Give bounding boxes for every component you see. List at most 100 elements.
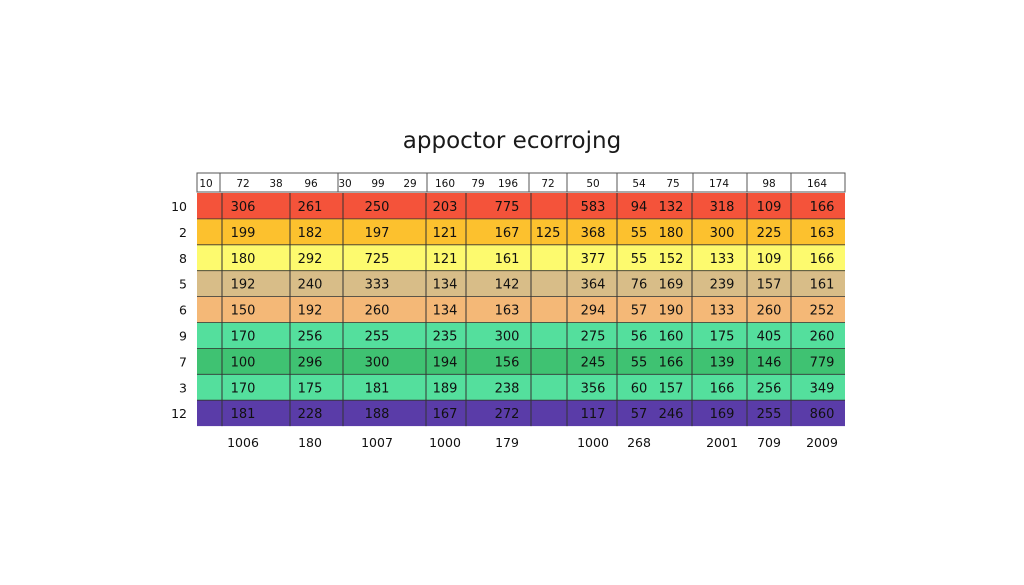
cell-value: 55 bbox=[631, 252, 648, 267]
cell-value: 197 bbox=[365, 226, 390, 241]
cell-value: 150 bbox=[231, 304, 256, 319]
cell-value: 405 bbox=[757, 329, 782, 344]
cell-value: 100 bbox=[231, 355, 256, 370]
footer-label: 709 bbox=[757, 435, 781, 450]
header-label: 196 bbox=[498, 178, 518, 190]
cell-value: 261 bbox=[298, 200, 323, 215]
cell-value: 57 bbox=[631, 407, 648, 422]
cell-value: 256 bbox=[298, 329, 323, 344]
row-label: 2 bbox=[179, 225, 187, 240]
heatmap-row-band bbox=[197, 400, 845, 427]
footer-label: 268 bbox=[627, 435, 651, 450]
header-label: 160 bbox=[435, 178, 455, 190]
cell-value: 175 bbox=[298, 381, 323, 396]
cell-value: 180 bbox=[231, 252, 256, 267]
cell-value: 167 bbox=[495, 226, 520, 241]
footer-label: 179 bbox=[495, 435, 519, 450]
cell-value: 163 bbox=[495, 304, 520, 319]
cell-value: 225 bbox=[757, 226, 782, 241]
cell-value: 255 bbox=[365, 329, 390, 344]
cell-value: 169 bbox=[710, 407, 735, 422]
header-cell bbox=[616, 172, 694, 193]
header-label: 174 bbox=[709, 178, 729, 190]
cell-value: 294 bbox=[581, 304, 606, 319]
cell-value: 189 bbox=[433, 381, 458, 396]
footer-label: 180 bbox=[298, 435, 322, 450]
cell-value: 170 bbox=[231, 329, 256, 344]
row-label: 6 bbox=[179, 303, 187, 318]
cell-value: 775 bbox=[495, 200, 520, 215]
heatmap-row-band bbox=[197, 374, 845, 401]
heatmap-row-band bbox=[197, 348, 845, 375]
heatmap-row-band bbox=[197, 296, 845, 323]
row-label: 12 bbox=[171, 406, 187, 421]
cell-value: 170 bbox=[231, 381, 256, 396]
cell-value: 169 bbox=[659, 278, 684, 293]
cell-value: 134 bbox=[433, 304, 458, 319]
cell-value: 228 bbox=[298, 407, 323, 422]
header-label: 54 bbox=[632, 178, 646, 190]
cell-value: 255 bbox=[757, 407, 782, 422]
footer-label: 2009 bbox=[806, 435, 838, 450]
cell-value: 161 bbox=[495, 252, 520, 267]
row-label: 9 bbox=[179, 328, 187, 343]
cell-value: 194 bbox=[433, 355, 458, 370]
footer-label: 2001 bbox=[706, 435, 738, 450]
chart-title: appoctor ecorrojng bbox=[402, 128, 622, 154]
cell-value: 55 bbox=[631, 355, 648, 370]
cell-value: 180 bbox=[659, 226, 684, 241]
footer-label: 1006 bbox=[227, 435, 259, 450]
cell-value: 199 bbox=[231, 226, 256, 241]
cell-value: 203 bbox=[433, 200, 458, 215]
cell-value: 256 bbox=[757, 381, 782, 396]
cell-value: 190 bbox=[659, 304, 684, 319]
cell-value: 166 bbox=[810, 252, 835, 267]
cell-value: 272 bbox=[495, 407, 520, 422]
header-label: 30 bbox=[338, 178, 351, 190]
header-label: 10 bbox=[199, 178, 212, 190]
cell-value: 296 bbox=[298, 355, 323, 370]
cell-value: 240 bbox=[298, 278, 323, 293]
cell-value: 238 bbox=[495, 381, 520, 396]
header-label: 79 bbox=[471, 178, 484, 190]
header-cell bbox=[790, 172, 846, 193]
row-label: 7 bbox=[179, 354, 187, 369]
cell-value: 246 bbox=[659, 407, 684, 422]
cell-value: 109 bbox=[757, 252, 782, 267]
cell-value: 133 bbox=[710, 304, 735, 319]
cell-value: 725 bbox=[365, 252, 390, 267]
header-label: 72 bbox=[541, 178, 554, 190]
cell-value: 139 bbox=[710, 355, 735, 370]
cell-value: 181 bbox=[231, 407, 256, 422]
header-label: 99 bbox=[371, 178, 384, 190]
cell-value: 260 bbox=[810, 329, 835, 344]
cell-value: 368 bbox=[581, 226, 606, 241]
cell-value: 109 bbox=[757, 200, 782, 215]
cell-value: 333 bbox=[365, 278, 390, 293]
cell-value: 56 bbox=[631, 329, 648, 344]
cell-value: 125 bbox=[536, 226, 561, 241]
cell-value: 166 bbox=[810, 200, 835, 215]
cell-value: 260 bbox=[757, 304, 782, 319]
cell-value: 146 bbox=[757, 355, 782, 370]
cell-value: 167 bbox=[433, 407, 458, 422]
row-label: 8 bbox=[179, 251, 187, 266]
cell-value: 779 bbox=[810, 355, 835, 370]
cell-value: 300 bbox=[495, 329, 520, 344]
cell-value: 583 bbox=[581, 200, 606, 215]
cell-value: 275 bbox=[581, 329, 606, 344]
row-label: 3 bbox=[179, 380, 187, 395]
cell-value: 117 bbox=[581, 407, 606, 422]
header-label: 96 bbox=[304, 178, 318, 190]
cell-value: 157 bbox=[659, 381, 684, 396]
cell-value: 121 bbox=[433, 226, 458, 241]
header-label: 50 bbox=[586, 178, 599, 190]
cell-value: 163 bbox=[810, 226, 835, 241]
cell-value: 181 bbox=[365, 381, 390, 396]
header-label: 98 bbox=[762, 178, 775, 190]
heatmap-row-band bbox=[197, 193, 845, 219]
cell-value: 156 bbox=[495, 355, 520, 370]
cell-value: 133 bbox=[710, 252, 735, 267]
heatmap-row-band bbox=[197, 322, 845, 349]
